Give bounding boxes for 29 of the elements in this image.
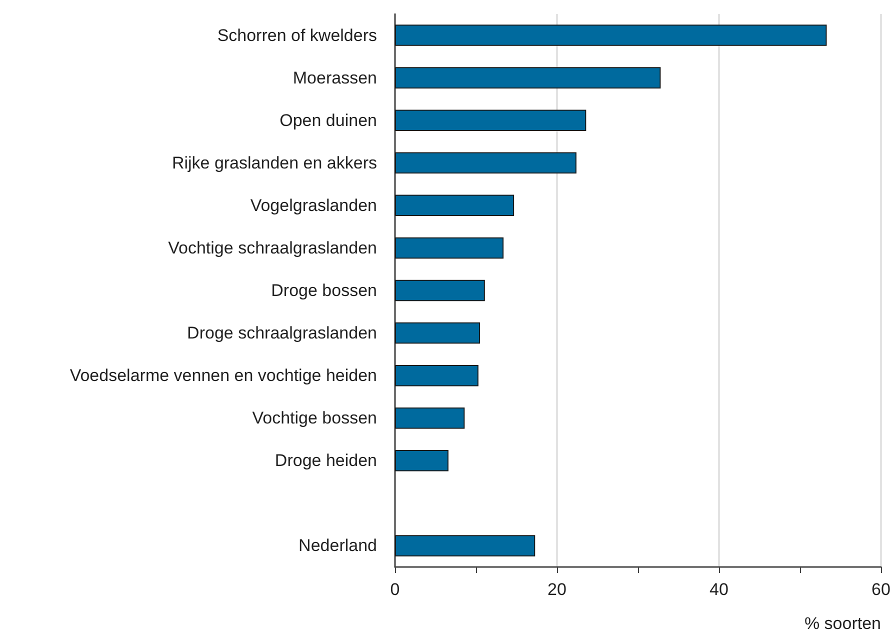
bar — [395, 152, 576, 174]
bar — [395, 364, 478, 386]
x-tick-label: 0 — [390, 580, 400, 599]
x-tick-label: 20 — [548, 580, 566, 599]
x-tick-label: 60 — [872, 580, 890, 599]
x-axis-title: % soorten — [804, 614, 882, 633]
bar — [395, 67, 661, 88]
y-tick-label: Droge bossen — [271, 281, 377, 300]
bar — [395, 322, 480, 344]
x-tick-label: 40 — [710, 580, 728, 599]
y-tick-label: Schorren of kwelders — [217, 26, 377, 45]
y-tick-label: Vochtige bossen — [252, 408, 377, 428]
bar — [395, 110, 586, 131]
y-tick-label: Vochtige schraalgraslanden — [168, 238, 377, 258]
bar — [395, 407, 465, 429]
bar — [395, 237, 504, 259]
bar — [395, 24, 827, 46]
y-tick-label: Nederland — [298, 536, 377, 556]
y-tick-label: Voedselarme vennen en vochtige heiden — [70, 366, 377, 386]
y-tick-label: Open duinen — [280, 110, 377, 130]
y-tick-label: Droge heiden — [274, 451, 377, 470]
y-tick-label: Moerassen — [292, 68, 377, 88]
bar — [395, 450, 448, 472]
y-tick-label: Rijke graslanden en akkers — [172, 153, 377, 172]
y-tick-label: Vogelgraslanden — [250, 196, 377, 215]
y-tick-label: Droge schraalgraslanden — [187, 324, 377, 343]
bar — [395, 194, 514, 216]
bar — [395, 280, 485, 302]
bar — [395, 535, 536, 556]
